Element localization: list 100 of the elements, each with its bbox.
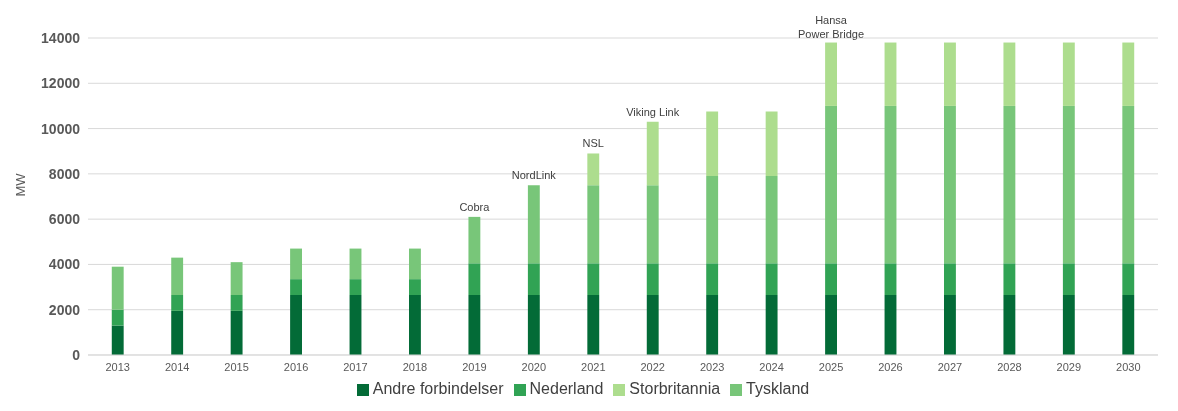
bar: [290, 248, 302, 280]
bar: [1122, 263, 1135, 295]
bar: [944, 105, 956, 264]
bar: [1122, 42, 1135, 106]
bar: [349, 279, 362, 295]
bar: [409, 295, 421, 355]
bar: [884, 105, 897, 264]
legend-label: Nederland: [529, 380, 604, 397]
bar: [527, 295, 540, 355]
bar: [409, 248, 421, 280]
bar: [409, 279, 421, 295]
bar: [111, 266, 124, 310]
bar: [1062, 295, 1075, 355]
bar: [1062, 105, 1075, 264]
bar: [468, 263, 481, 295]
y-tick-label: 8000: [48, 165, 81, 182]
bar: [944, 42, 956, 106]
bar: [290, 295, 302, 355]
annotation: Hansa Power Bridge: [798, 13, 865, 40]
y-tick-label: 6000: [48, 211, 81, 228]
x-tick-label: 2021: [581, 360, 606, 373]
x-tick-label: 2020: [521, 360, 547, 373]
annotation: Viking Link: [626, 105, 680, 118]
annotation: NordLink: [511, 169, 557, 182]
bar: [706, 295, 719, 355]
bar: [587, 153, 600, 186]
bar: [1003, 263, 1016, 295]
bar: [706, 176, 719, 264]
bar: [646, 295, 659, 355]
bar: [765, 295, 778, 355]
bar: [706, 111, 719, 177]
bar: [825, 105, 837, 264]
bar: [1003, 105, 1016, 264]
bar: [1122, 295, 1135, 355]
bar: [646, 121, 659, 186]
x-tick-label: 2014: [164, 360, 190, 373]
annotation: NSL: [582, 137, 604, 150]
bar: [349, 248, 362, 280]
bar: [171, 310, 184, 355]
bar: [765, 111, 778, 177]
bar: [349, 295, 362, 355]
x-tick-label: 2022: [640, 360, 665, 373]
bar: [290, 279, 302, 295]
y-tick-label: 12000: [41, 75, 81, 92]
x-tick-label: 2016: [283, 360, 309, 373]
legend-label: Tyskland: [746, 380, 810, 397]
bar: [111, 325, 124, 355]
bar: [1003, 42, 1016, 106]
y-axis-title: MW: [12, 172, 28, 197]
y-tick-label: 2000: [48, 301, 81, 318]
bar: [230, 310, 243, 355]
bar: [646, 185, 659, 264]
bar: [706, 263, 719, 295]
bar: [171, 295, 184, 311]
bar: [587, 295, 600, 355]
x-tick-label: 2013: [105, 360, 130, 373]
bar: [587, 263, 600, 295]
bar: [1062, 263, 1075, 295]
bar: [944, 295, 956, 355]
x-tick-label: 2028: [997, 360, 1022, 373]
bar: [825, 295, 837, 355]
y-tick-label: 14000: [41, 29, 81, 46]
x-tick-label: 2029: [1056, 360, 1082, 373]
x-tick-label: 2017: [343, 360, 368, 373]
bar: [111, 309, 124, 326]
bar: [230, 262, 243, 295]
bar: [527, 263, 540, 295]
bar: [884, 263, 897, 295]
bar: [884, 42, 897, 106]
bar: [230, 295, 243, 311]
bar: [646, 263, 659, 295]
x-tick-label: 2024: [759, 360, 784, 373]
bar: [765, 176, 778, 264]
x-tick-label: 2027: [937, 360, 963, 373]
bar: [468, 216, 481, 264]
x-tick-label: 2030: [1116, 360, 1141, 373]
bar: [468, 295, 481, 355]
legend-label: Storbritannia: [629, 380, 721, 397]
bar: [587, 185, 600, 264]
bar: [765, 263, 778, 295]
y-tick-label: 10000: [41, 120, 81, 137]
bar: [1003, 295, 1016, 355]
y-tick-label: 4000: [48, 256, 81, 273]
bar: [1062, 42, 1075, 106]
y-tick-label: 0: [72, 346, 81, 363]
bar: [171, 257, 184, 295]
bar: [527, 185, 540, 264]
bar: [1122, 105, 1135, 264]
x-tick-label: 2023: [699, 360, 725, 373]
bar: [944, 263, 956, 295]
bar: [825, 42, 837, 106]
x-tick-label: 2019: [462, 360, 487, 373]
bar: [884, 295, 897, 355]
x-tick-label: 2026: [878, 360, 903, 373]
x-tick-label: 2018: [402, 360, 428, 373]
x-tick-label: 2015: [224, 360, 249, 373]
annotation: Cobra: [459, 200, 491, 213]
x-tick-label: 2025: [818, 360, 844, 373]
legend-label: Andre forbindelser: [372, 380, 504, 397]
bar: [825, 263, 837, 295]
